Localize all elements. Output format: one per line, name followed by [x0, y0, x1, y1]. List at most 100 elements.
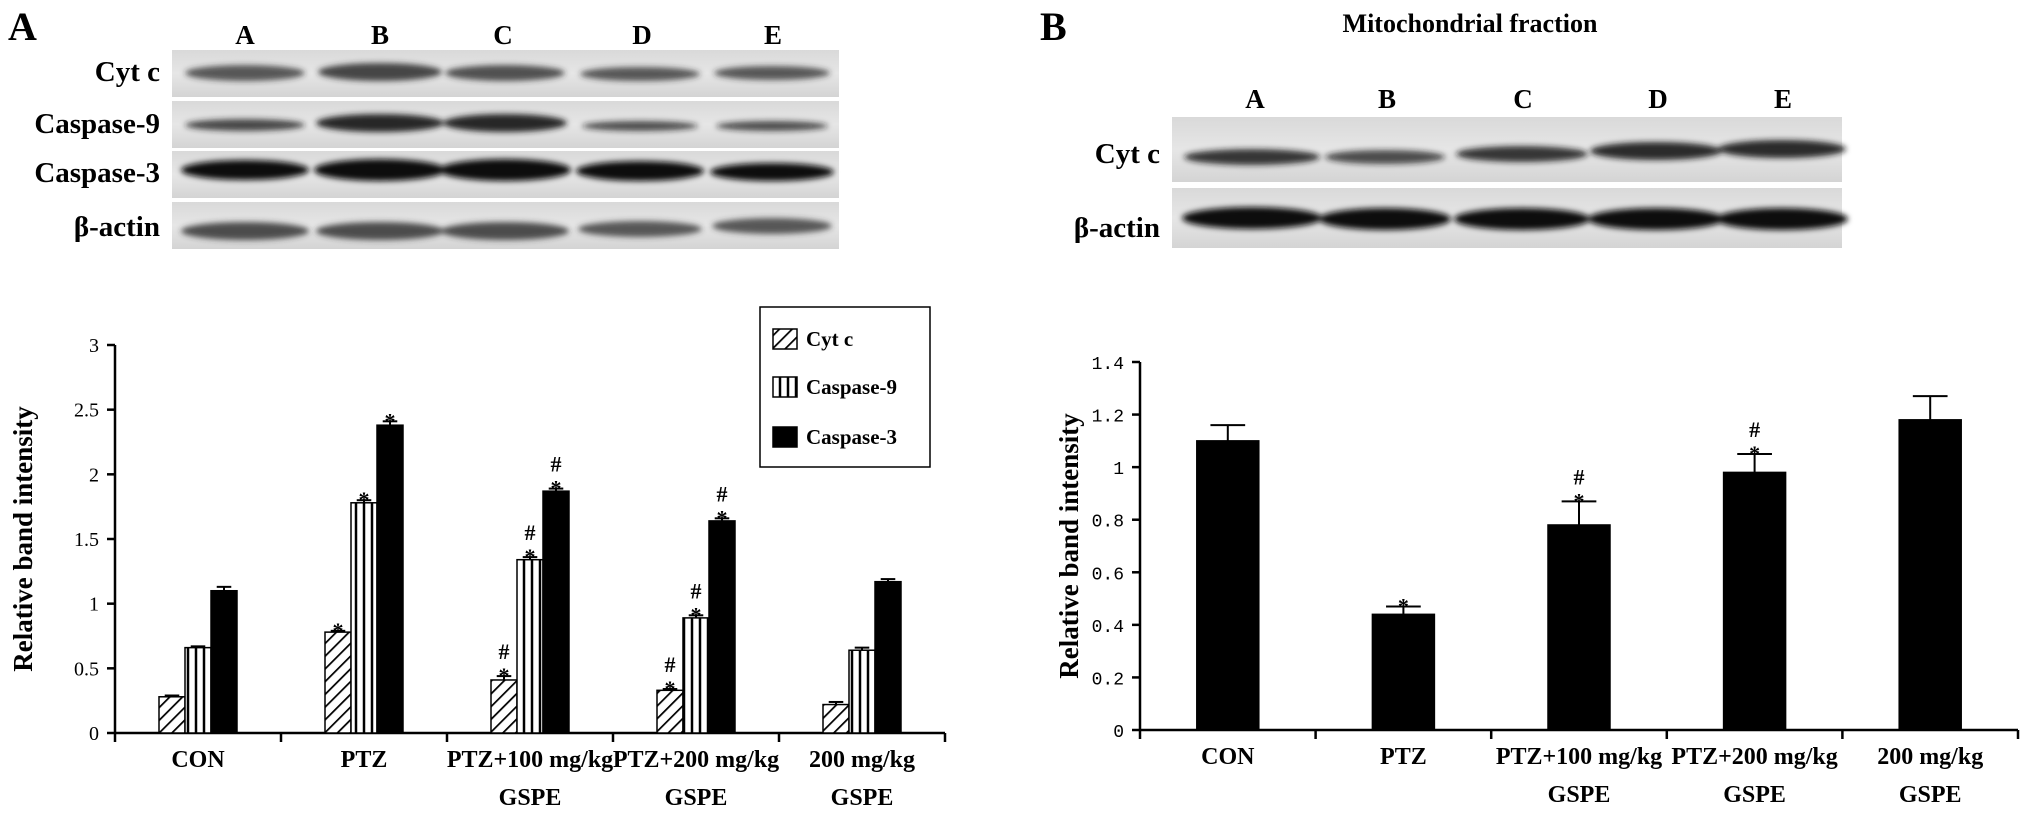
- x-category-label: PTZ: [1380, 744, 1427, 770]
- lane-label: A: [1245, 84, 1265, 114]
- bar: [1722, 471, 1787, 731]
- bar: [1898, 419, 1962, 731]
- significance-hash: #: [665, 652, 676, 677]
- panel-b-letter: B: [1040, 4, 1067, 49]
- x-category-label: CON: [171, 747, 225, 773]
- lane-label: B: [1378, 84, 1396, 114]
- significance-star: *: [717, 505, 728, 530]
- blot-bands: [1182, 207, 1848, 230]
- y-tick-label: 0: [1113, 723, 1124, 743]
- blot-row-label: Caspase-3: [34, 157, 160, 189]
- legend-label: Cyt c: [806, 327, 853, 351]
- x-category-label: PTZ+200 mg/kg: [1671, 744, 1837, 770]
- blot-row-label: Cyt c: [95, 56, 160, 88]
- lane-label: C: [493, 20, 513, 50]
- x-category-label: 200 mg/kg: [809, 747, 915, 773]
- bar: [874, 580, 902, 734]
- lane-label: B: [371, 20, 389, 50]
- x-category-label: GSPE: [499, 785, 562, 811]
- bar: [376, 424, 404, 734]
- blot-bands: [1184, 140, 1846, 165]
- bar: [682, 617, 710, 734]
- y-tick-label: 1.2: [1092, 408, 1124, 428]
- lane-label: D: [632, 20, 652, 50]
- lane-label: E: [1774, 84, 1792, 114]
- bar: [848, 649, 876, 734]
- y-tick-label: 0.8: [1092, 513, 1124, 533]
- legend-swatch-caspase-3: [772, 426, 798, 448]
- bar: [542, 490, 570, 734]
- y-tick-label: 0.2: [1092, 670, 1124, 690]
- x-category-label: GSPE: [665, 785, 728, 811]
- bar: [1371, 613, 1436, 731]
- significance-star: *: [359, 487, 370, 512]
- blot-row-label: Caspase-9: [34, 108, 160, 140]
- panel-a-letter: A: [8, 4, 37, 49]
- significance-hash: #: [1749, 417, 1760, 442]
- lane-label: C: [1513, 84, 1533, 114]
- significance-star: *: [525, 544, 536, 569]
- x-category-label: PTZ: [341, 747, 388, 773]
- significance-hash: #: [525, 520, 536, 545]
- significance-star: *: [385, 408, 396, 433]
- chart-b: 0 0.2 0.4 0.6 0.8 1 1.2 1.4 Relative band intens…: [1054, 355, 2020, 808]
- blot-bands: [181, 159, 834, 181]
- legend-swatch-caspase-9: [772, 376, 798, 398]
- x-category-label: PTZ+100 mg/kg: [447, 747, 613, 773]
- bar: [158, 696, 186, 734]
- x-category-label: PTZ+200 mg/kg: [613, 747, 779, 773]
- x-category-label: GSPE: [1723, 782, 1786, 808]
- y-tick-label: 1: [89, 594, 99, 616]
- y-tick-label: 2: [89, 464, 99, 486]
- legend-swatch-cyt-c: [772, 328, 798, 350]
- bar: [516, 558, 544, 734]
- y-tick-label: 3: [89, 335, 99, 357]
- legend: Cyt c Caspase-9 Caspase-3: [759, 306, 931, 468]
- y-tick-label: 0.5: [74, 658, 99, 680]
- bar: [822, 703, 850, 734]
- panel-b-western-blot: B Mitochondrial fraction A B C D E Cyt c…: [1040, 4, 1848, 248]
- significance-star: *: [333, 618, 344, 643]
- y-tick-label: 1: [1113, 460, 1124, 480]
- x-category-label: GSPE: [1548, 782, 1611, 808]
- y-tick-label: 1.4: [1092, 355, 1124, 375]
- bar: [350, 502, 378, 734]
- x-category-label: GSPE: [1899, 782, 1962, 808]
- lane-label: A: [235, 20, 255, 50]
- significance-hash: #: [551, 452, 562, 477]
- legend-label: Caspase-9: [806, 375, 897, 399]
- bar: [1196, 440, 1260, 731]
- y-axis-label: Relative band intensity: [8, 406, 38, 672]
- y-tick-label: 0: [89, 723, 99, 745]
- significance-hash: #: [717, 481, 728, 506]
- y-tick-label: 2.5: [74, 400, 99, 422]
- significance-star: *: [499, 663, 510, 688]
- panel-b-title: Mitochondrial fraction: [1343, 9, 1598, 38]
- panel-a-western-blot: A A B C D E Cyt c Caspase-9 Caspase-3 β-…: [8, 4, 839, 249]
- significance-star: *: [1749, 441, 1760, 466]
- bar: [210, 589, 238, 734]
- bar: [708, 520, 736, 734]
- significance-star: *: [691, 602, 702, 627]
- x-category-label: GSPE: [831, 785, 894, 811]
- blot-bands: [181, 218, 832, 240]
- chart-a: 0 0.5 1 1.5 2 2.5 3 Relative band intensity CON P…: [8, 335, 947, 811]
- x-category-label: 200 mg/kg: [1877, 744, 1983, 770]
- blot-bands: [185, 63, 830, 81]
- blot-row-label: Cyt c: [1095, 138, 1160, 170]
- y-tick-label: 0.6: [1092, 565, 1124, 585]
- significance-star: *: [1398, 593, 1409, 618]
- lane-label: D: [1648, 84, 1668, 114]
- x-category-label: PTZ+100 mg/kg: [1496, 744, 1662, 770]
- y-tick-label: 0.4: [1092, 618, 1124, 638]
- y-tick-label: 1.5: [74, 529, 99, 551]
- bar: [1547, 524, 1611, 731]
- significance-star: *: [551, 476, 562, 501]
- bar: [324, 631, 352, 734]
- bar: [490, 679, 518, 734]
- significance-star: *: [665, 676, 676, 701]
- significance-hash: #: [499, 639, 510, 664]
- bar: [184, 646, 212, 734]
- x-category-label: CON: [1201, 744, 1255, 770]
